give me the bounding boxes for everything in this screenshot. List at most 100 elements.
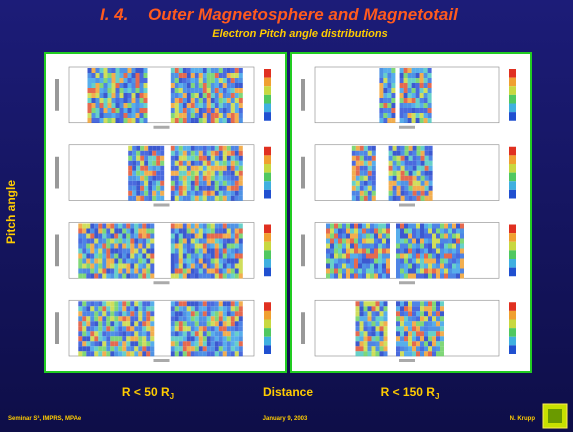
spectrogram-cell	[191, 186, 195, 191]
spectrogram-cell	[179, 254, 183, 259]
spectrogram-cell	[128, 113, 132, 118]
spectrogram-cell	[88, 113, 92, 118]
spectrogram-cell	[124, 93, 128, 98]
spectrogram-cell	[374, 259, 378, 264]
spectrogram-cell	[142, 336, 146, 341]
spectrogram-cell	[219, 191, 223, 196]
spectrogram-cell	[350, 264, 354, 269]
spectrogram-cell	[383, 113, 387, 118]
spectrogram-cell	[372, 331, 376, 336]
spectrogram-cell	[78, 336, 82, 341]
spectrogram-cell	[114, 224, 118, 229]
spectrogram-cell	[98, 274, 102, 279]
spectrogram-cell	[380, 321, 384, 326]
spectrogram-cell	[401, 161, 405, 166]
label-subscript: J	[170, 392, 174, 401]
spectrogram-cell	[397, 161, 401, 166]
spectrogram-cell	[102, 274, 106, 279]
spectrogram-cell	[175, 181, 179, 186]
spectrogram-cell	[171, 103, 175, 108]
spectrogram-cell	[150, 234, 154, 239]
spectrogram-cell	[429, 161, 433, 166]
spectrogram-cell	[404, 78, 408, 83]
spectrogram-cell	[368, 196, 372, 201]
spectrogram-cell	[378, 234, 382, 239]
spectrogram-cell	[393, 181, 397, 186]
spectrogram-cell	[199, 331, 203, 336]
spectrogram-cell	[128, 166, 132, 171]
spectrogram-cell	[211, 166, 215, 171]
spectrogram-cell	[187, 151, 191, 156]
spectrogram-cell	[436, 224, 440, 229]
spectrogram-cell	[211, 191, 215, 196]
spectrogram-cell	[420, 254, 424, 259]
spectrogram-cell	[128, 108, 132, 113]
spectrogram-cell	[370, 234, 374, 239]
spectrogram-cell	[195, 73, 199, 78]
spectrogram-cell	[183, 239, 187, 244]
spectrogram-cell	[195, 68, 199, 73]
spectrogram-cell	[404, 316, 408, 321]
spectrogram-cell	[421, 186, 425, 191]
spectrogram-cell	[86, 326, 90, 331]
spectrogram-cell	[460, 239, 464, 244]
spectrogram-cell	[146, 306, 150, 311]
spectrogram-cell	[187, 108, 191, 113]
spectrogram-cell	[102, 346, 106, 351]
spectrogram-cell	[432, 244, 436, 249]
spectrogram-cell	[393, 191, 397, 196]
spectrogram-cell	[94, 274, 98, 279]
spectrogram-cell	[421, 196, 425, 201]
spectrogram-cell	[219, 269, 223, 274]
axis-label-blur	[55, 312, 59, 344]
spectrogram-cell	[338, 229, 342, 234]
spectrogram-cell	[211, 181, 215, 186]
spectrogram-cell	[382, 269, 386, 274]
spectrogram-cell	[219, 161, 223, 166]
spectrogram-cell	[432, 224, 436, 229]
spectrogram-cell	[231, 146, 235, 151]
spectrogram-cell	[126, 244, 130, 249]
spectrogram-cell	[128, 118, 132, 123]
spectrogram-cell	[134, 316, 138, 321]
spectrogram-cell	[82, 244, 86, 249]
spectrogram-cell	[144, 83, 148, 88]
spectrogram-cell	[420, 234, 424, 239]
spectrogram-cell	[364, 326, 368, 331]
spectrogram-cell	[207, 311, 211, 316]
spectrogram-cell	[102, 259, 106, 264]
spectrogram-cell	[354, 244, 358, 249]
spectrogram-cell	[110, 351, 114, 356]
spectrogram-cell	[440, 274, 444, 279]
spectrogram-cell	[150, 346, 154, 351]
spectrogram-cell	[114, 331, 118, 336]
spectrogram-cell	[380, 336, 384, 341]
colorbar-segment	[509, 268, 516, 277]
spectrogram-cell	[387, 68, 391, 73]
spectrogram-cell	[413, 156, 417, 161]
footer-right: N. Krupp	[510, 416, 536, 422]
spectrogram-cell	[362, 229, 366, 234]
spectrogram-cell	[424, 326, 428, 331]
spectrogram-cell	[231, 93, 235, 98]
spectrogram-cell	[417, 171, 421, 176]
colorbar-segment	[509, 112, 516, 121]
spectrogram-cell	[179, 191, 183, 196]
spectrogram-cell	[82, 346, 86, 351]
spectrogram-cell	[203, 326, 207, 331]
spectrogram-cell	[239, 316, 243, 321]
spectrogram-cell	[396, 301, 400, 306]
spectrogram-cell	[136, 88, 140, 93]
spectrogram-cell	[146, 229, 150, 234]
spectrogram-cell	[409, 161, 413, 166]
spectrogram-cell	[160, 161, 164, 166]
spectrogram-cell	[130, 259, 134, 264]
spectrogram-cell	[94, 321, 98, 326]
spectrogram-cell	[122, 341, 126, 346]
spectrogram-cell	[146, 224, 150, 229]
spectrogram-cell	[195, 249, 199, 254]
spectrogram-cell	[417, 151, 421, 156]
spectrogram-cell	[146, 336, 150, 341]
spectrogram-cell	[134, 346, 138, 351]
spectrogram-cell	[372, 166, 376, 171]
